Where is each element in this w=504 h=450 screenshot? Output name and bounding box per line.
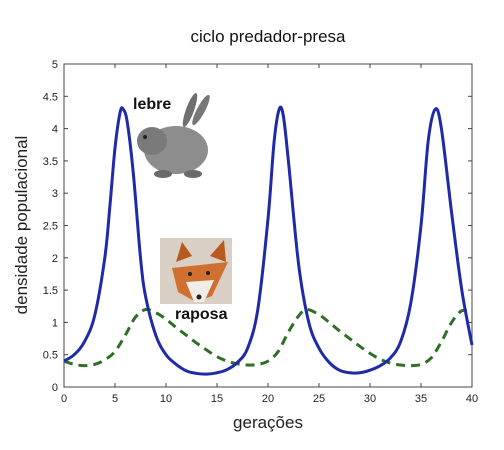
hare-photo-icon <box>137 93 210 178</box>
y-tick-label: 5 <box>52 59 58 71</box>
x-tick-label: 30 <box>364 393 376 405</box>
y-tick-label: 4.5 <box>43 91 58 103</box>
hare-label: lebre <box>133 96 171 113</box>
y-tick-label: 1 <box>52 317 58 329</box>
y-axis-label: densidade populacional <box>12 136 31 315</box>
x-tick-label: 40 <box>466 393 478 405</box>
y-tick-label: 1.5 <box>43 285 58 297</box>
x-tick-label: 20 <box>262 393 274 405</box>
fox-photo-icon <box>160 238 232 304</box>
y-tick-label: 4 <box>52 124 58 136</box>
y-tick-label: 0 <box>52 382 58 394</box>
y-tick-label: 2 <box>52 253 58 265</box>
chart-title: ciclo predador-presa <box>191 27 347 46</box>
y-tick-label: 3 <box>52 188 58 200</box>
series-line-lebre <box>63 105 474 376</box>
x-axis-label: gerações <box>233 413 303 432</box>
axis-ticks: 0 5 10 15 20 25 30 35 40 0 0.5 1 1.5 2 2.5 3 3.5 4 4.5 5 <box>43 59 478 405</box>
y-tick-label: 3.5 <box>43 156 58 168</box>
y-tick-label: 0.5 <box>43 350 58 362</box>
series-layer <box>63 105 474 376</box>
x-tick-label: 0 <box>61 393 67 405</box>
y-tick-label: 2.5 <box>43 221 58 233</box>
series-line-raposa <box>63 307 473 368</box>
x-tick-label: 10 <box>160 393 172 405</box>
fox-label: raposa <box>175 306 228 323</box>
x-tick-label: 35 <box>415 393 427 405</box>
x-tick-label: 5 <box>112 393 118 405</box>
x-tick-label: 15 <box>211 393 223 405</box>
x-tick-label: 25 <box>313 393 325 405</box>
